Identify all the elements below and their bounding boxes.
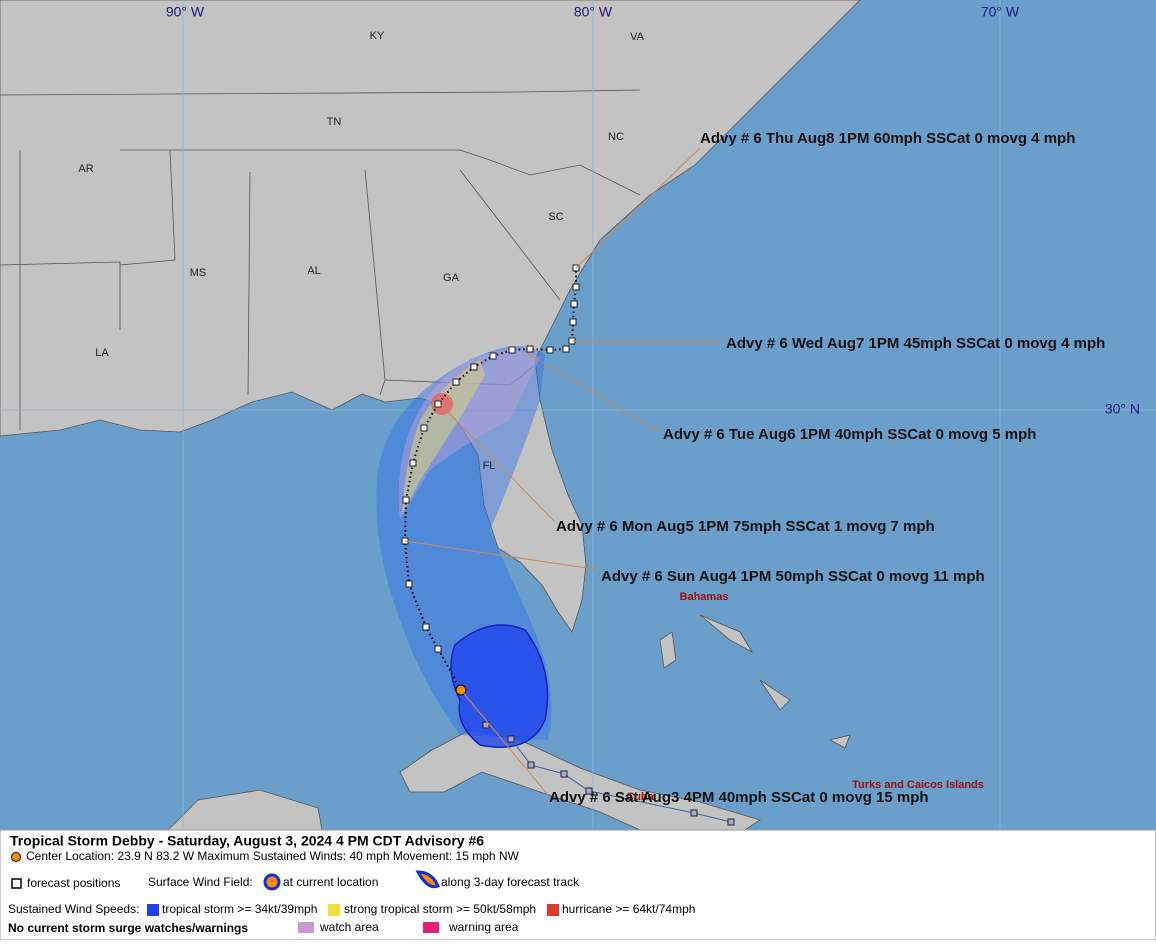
state-label: AR xyxy=(78,163,93,175)
labels: 90° W 80° W 70° W 30° N KY VA TN NC AR S… xyxy=(78,4,1140,806)
advisory-label: Advy # 6 Tue Aug6 1PM 40mph SSCat 0 movg… xyxy=(663,426,1036,443)
cone-top xyxy=(398,350,540,520)
forecast-position xyxy=(422,623,430,631)
legend-swatch xyxy=(547,904,559,916)
state-label: LA xyxy=(95,347,109,359)
state-label: GA xyxy=(443,272,460,284)
state-label: VA xyxy=(630,31,645,43)
state-label: SC xyxy=(548,211,563,223)
forecast-position xyxy=(508,346,516,354)
advisory-label: Advy # 6 Sat Aug3 4PM 40mph SSCat 0 movg… xyxy=(549,789,929,806)
past-track xyxy=(460,689,732,823)
forecast-position xyxy=(409,459,417,467)
legend-icon xyxy=(263,873,281,891)
advisory-label: Advy # 6 Sun Aug4 1PM 50mph SSCat 0 movg… xyxy=(601,568,985,585)
legend-text: Surface Wind Field: xyxy=(148,875,253,889)
forecast-track xyxy=(401,264,735,826)
legend-swatch xyxy=(328,904,340,916)
legend-box xyxy=(0,829,1156,941)
forecast-position xyxy=(546,346,554,354)
land xyxy=(0,0,861,831)
state-label: MS xyxy=(190,267,207,279)
legend-icon xyxy=(11,852,21,862)
advisory-label: Advy # 6 Mon Aug5 1PM 75mph SSCat 1 movg… xyxy=(556,518,935,535)
strong-ts-swath xyxy=(402,360,485,515)
legend-icon xyxy=(11,878,22,889)
legend-swatch xyxy=(147,904,159,916)
forecast-position xyxy=(434,400,442,408)
advisory-label: Advy # 6 Wed Aug7 1PM 45mph SSCat 0 movg… xyxy=(726,335,1105,352)
forecast-position xyxy=(402,496,410,504)
grid-label: 90° W xyxy=(166,4,205,20)
leaders xyxy=(404,147,725,796)
state-label: AL xyxy=(307,265,320,277)
place-label: Turks and Caicos Islands xyxy=(852,779,984,791)
forecast-position xyxy=(452,378,460,386)
forecast-position xyxy=(572,283,580,291)
legend-swatch xyxy=(298,922,314,933)
forecast-position xyxy=(526,345,534,353)
state-borders xyxy=(0,89,641,430)
graticule xyxy=(0,0,1156,830)
forecast-position xyxy=(405,580,413,588)
forecast-position xyxy=(562,345,570,353)
forecast-position xyxy=(434,645,442,653)
legend-text: strong tropical storm >= 50kt/58mph xyxy=(344,902,536,916)
legend-text: Sustained Wind Speeds: xyxy=(8,902,139,916)
state-label: NC xyxy=(608,131,624,143)
place-label: Bahamas xyxy=(680,591,729,603)
state-label: FL xyxy=(483,460,496,472)
legend-text: watch area xyxy=(319,920,379,934)
past-position xyxy=(727,818,735,826)
past-position xyxy=(527,761,535,769)
legend-text: along 3-day forecast track xyxy=(441,875,580,889)
grid-label: 80° W xyxy=(574,4,613,20)
advisory-label: Advy # 6 Thu Aug8 1PM 60mph SSCat 0 movg… xyxy=(700,130,1075,147)
past-position xyxy=(507,735,515,743)
legend-text: warning area xyxy=(448,920,519,934)
forecast-position xyxy=(420,424,428,432)
legend-text: forecast positions xyxy=(27,876,120,890)
state-label: KY xyxy=(370,30,385,42)
forecast-position xyxy=(489,352,497,360)
past-position xyxy=(585,787,593,795)
legend-text: at current location xyxy=(283,875,378,889)
legend: Tropical Storm Debby - Saturday, August … xyxy=(0,829,1156,941)
grid-label: 70° W xyxy=(981,4,1020,20)
place-label: Cuba xyxy=(626,791,654,803)
hurricane-swath xyxy=(431,393,453,415)
legend-text: hurricane >= 64kt/74mph xyxy=(562,902,695,916)
grid-label: 30° N xyxy=(1105,401,1140,417)
forecast-position xyxy=(470,363,478,371)
forecast-position xyxy=(569,318,577,326)
past-position xyxy=(482,721,490,729)
state-label: TN xyxy=(327,116,342,128)
legend-text: No current storm surge watches/warnings xyxy=(8,921,248,935)
legend-text: tropical storm >= 34kt/39mph xyxy=(162,902,317,916)
forecast-position xyxy=(570,300,578,308)
past-position xyxy=(690,809,698,817)
legend-text: Center Location: 23.9 N 83.2 W Maximum S… xyxy=(26,849,520,863)
current-wind-field xyxy=(450,624,549,748)
legend-icon xyxy=(415,870,440,889)
legend-title: Tropical Storm Debby - Saturday, August … xyxy=(10,833,484,849)
past-position xyxy=(560,770,568,778)
legend-swatch xyxy=(423,922,439,933)
